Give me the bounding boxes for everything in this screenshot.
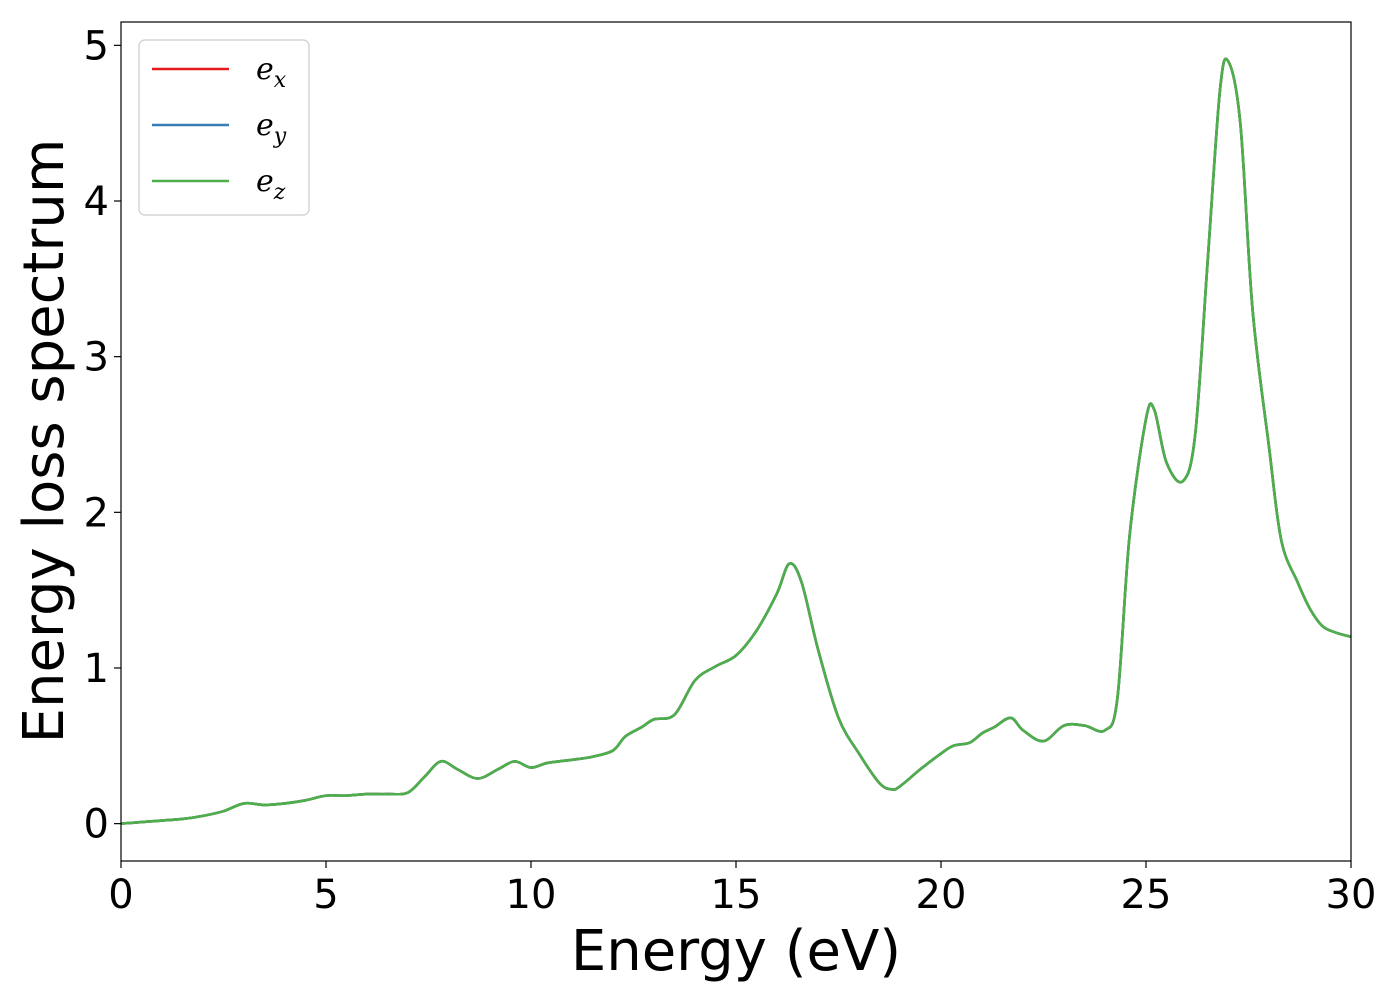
- series-line-ez: [120, 57, 1352, 825]
- y-tick-label: 4: [84, 179, 109, 225]
- x-axis-ticks: 0 5 10 15 20 25 30: [108, 861, 1376, 918]
- y-tick-label: 5: [84, 23, 109, 69]
- y-axis-label: Energy loss spectrum: [12, 139, 77, 744]
- y-tick-label: 3: [84, 335, 109, 381]
- plot-frame: [120, 21, 1352, 862]
- y-axis-ticks: 0 1 2 3 4 5: [84, 23, 121, 848]
- y-tick-label: 1: [84, 646, 109, 692]
- y-tick-label: 0: [84, 802, 109, 848]
- x-tick-label: 25: [1121, 872, 1172, 918]
- x-tick-label: 30: [1326, 872, 1377, 918]
- x-tick-label: 20: [916, 872, 967, 918]
- x-axis-label: Energy (eV): [571, 919, 901, 984]
- legend-box: [138, 39, 310, 216]
- x-tick-label: 10: [506, 872, 557, 918]
- x-tick-label: 15: [711, 872, 762, 918]
- series-lines: [120, 57, 1352, 825]
- y-tick-label: 2: [84, 490, 109, 536]
- x-tick-label: 0: [108, 872, 133, 918]
- x-tick-label: 5: [313, 872, 338, 918]
